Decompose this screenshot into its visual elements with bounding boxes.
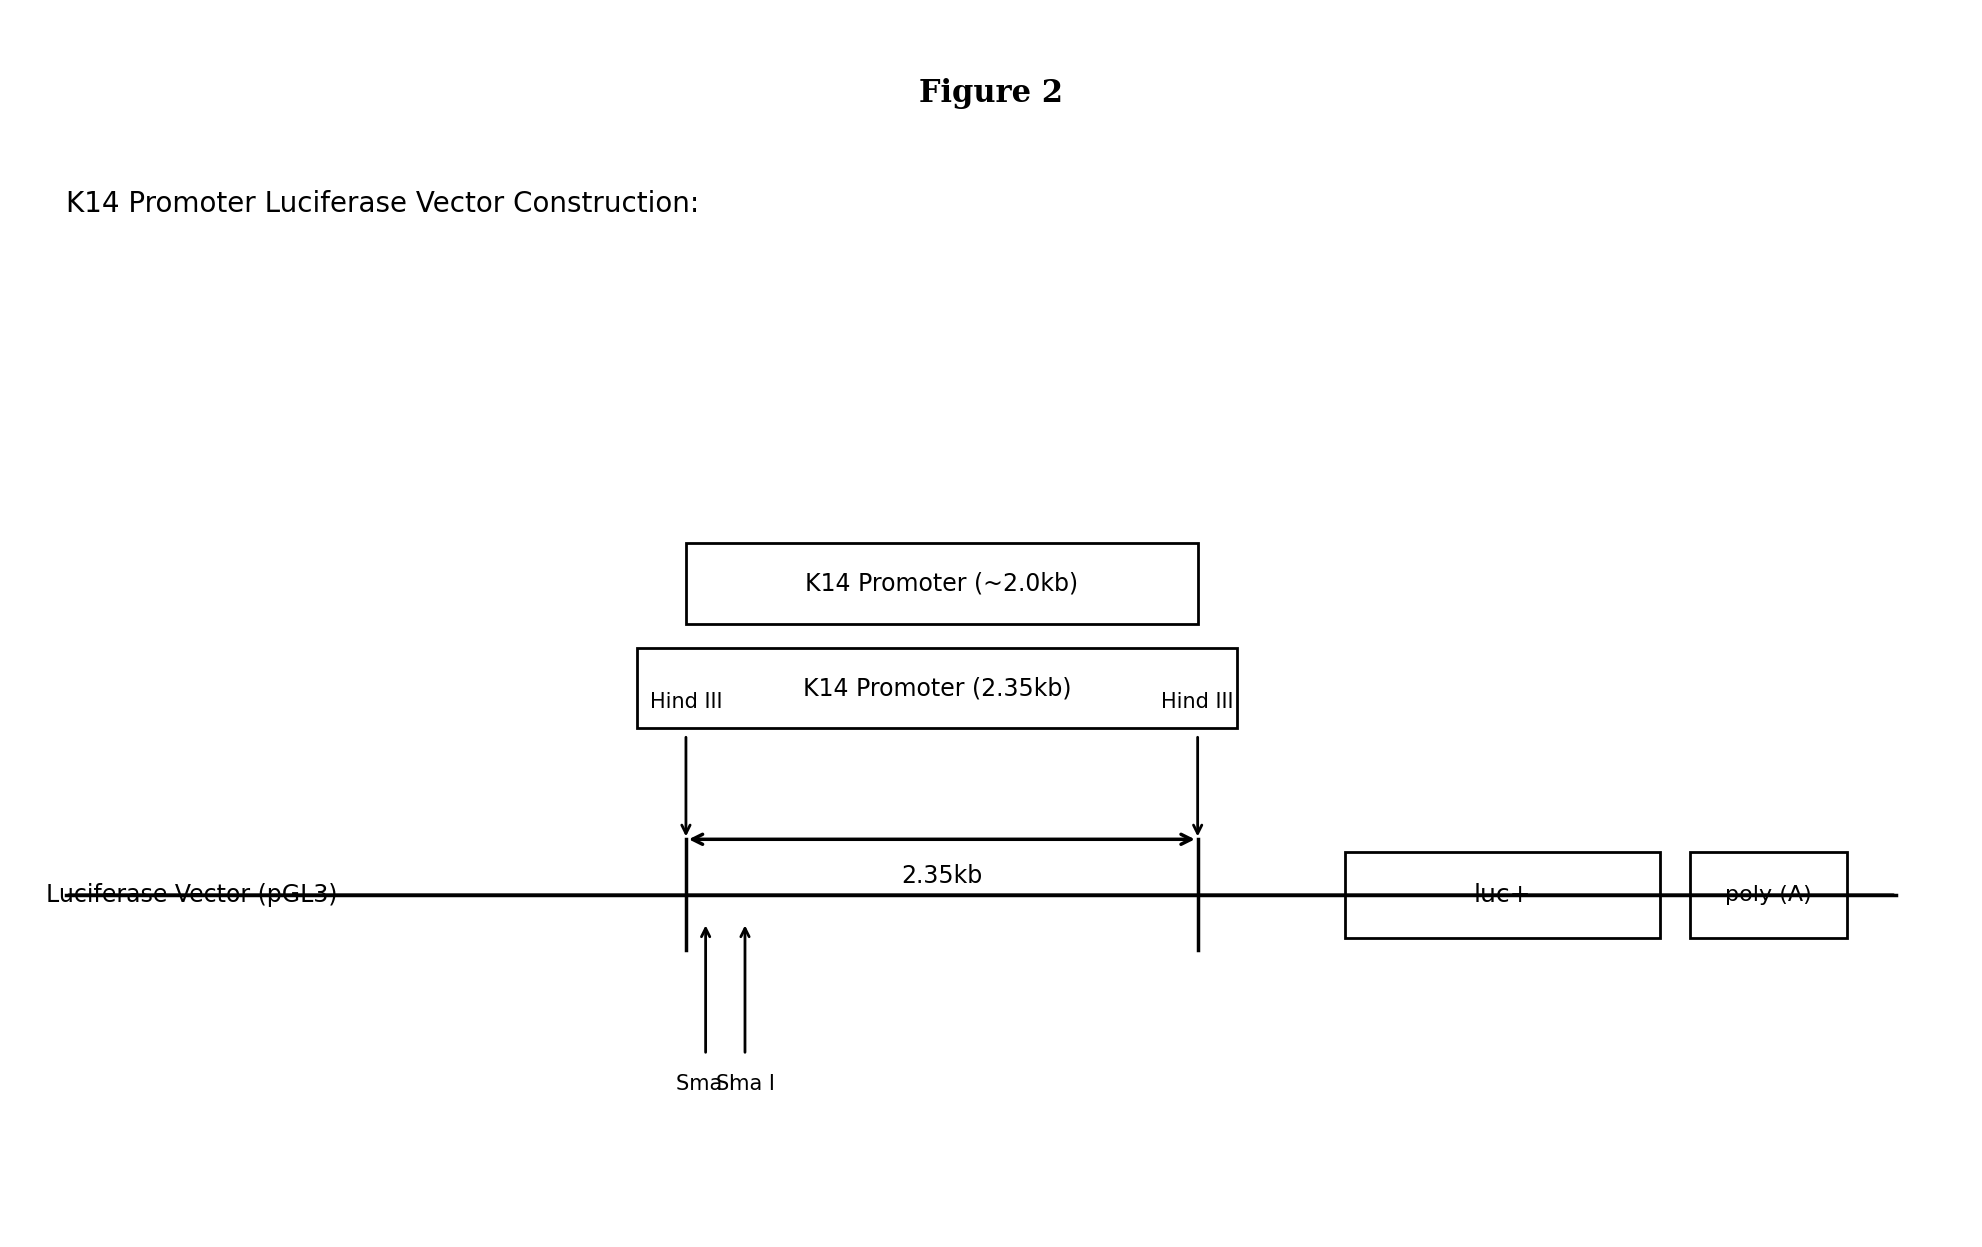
Text: K14 Promoter (2.35kb): K14 Promoter (2.35kb) <box>803 676 1070 701</box>
Text: Sma I: Sma I <box>676 1074 735 1094</box>
Text: Hind III: Hind III <box>650 692 721 712</box>
FancyBboxPatch shape <box>636 648 1237 728</box>
FancyBboxPatch shape <box>1691 852 1847 938</box>
Text: Hind III: Hind III <box>1161 692 1235 712</box>
FancyBboxPatch shape <box>686 544 1197 624</box>
Text: Sma I: Sma I <box>716 1074 775 1094</box>
Text: poly (A): poly (A) <box>1724 885 1812 905</box>
Text: Luciferase Vector (pGL3): Luciferase Vector (pGL3) <box>46 883 337 907</box>
Text: luc+: luc+ <box>1475 883 1532 907</box>
Text: 2.35kb: 2.35kb <box>902 864 983 888</box>
Text: K14 Promoter (~2.0kb): K14 Promoter (~2.0kb) <box>805 571 1078 595</box>
Text: K14 Promoter Luciferase Vector Construction:: K14 Promoter Luciferase Vector Construct… <box>65 191 700 218</box>
FancyBboxPatch shape <box>1346 852 1661 938</box>
Text: Figure 2: Figure 2 <box>920 77 1062 108</box>
